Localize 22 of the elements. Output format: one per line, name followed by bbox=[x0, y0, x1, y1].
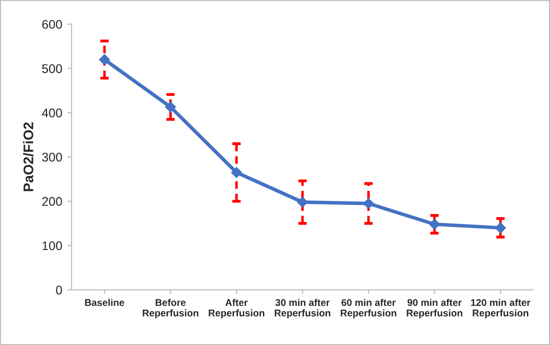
y-tick-label: 100 bbox=[42, 241, 62, 250]
x-tick-label: 30 min after Reperfusion bbox=[274, 298, 330, 318]
point bbox=[363, 198, 374, 209]
point bbox=[429, 218, 440, 230]
x-tick-label: Baseline bbox=[85, 298, 124, 306]
x-tick-label: Before Reperfusion bbox=[142, 298, 198, 318]
x-tick-label: After Reperfusion bbox=[208, 298, 264, 318]
y-axis-title: PaO2/FiO2 bbox=[23, 122, 34, 192]
y-tick-label: 600 bbox=[42, 20, 62, 29]
x-tick-label: 90 min after Reperfusion bbox=[406, 298, 462, 318]
y-tick-label: 500 bbox=[42, 64, 62, 74]
y-tick-label: 300 bbox=[42, 152, 62, 162]
y-tick-label: 400 bbox=[42, 108, 62, 118]
x-tick-label: 60 min after Reperfusion bbox=[340, 298, 396, 318]
point bbox=[99, 54, 110, 65]
point bbox=[495, 222, 506, 234]
point bbox=[297, 196, 308, 208]
y-tick-label: 200 bbox=[42, 197, 62, 206]
x-tick-label: 120 min after Reperfusion bbox=[471, 298, 530, 318]
point bbox=[165, 102, 176, 112]
y-tick-label: 0 bbox=[56, 286, 62, 294]
point bbox=[231, 167, 242, 178]
